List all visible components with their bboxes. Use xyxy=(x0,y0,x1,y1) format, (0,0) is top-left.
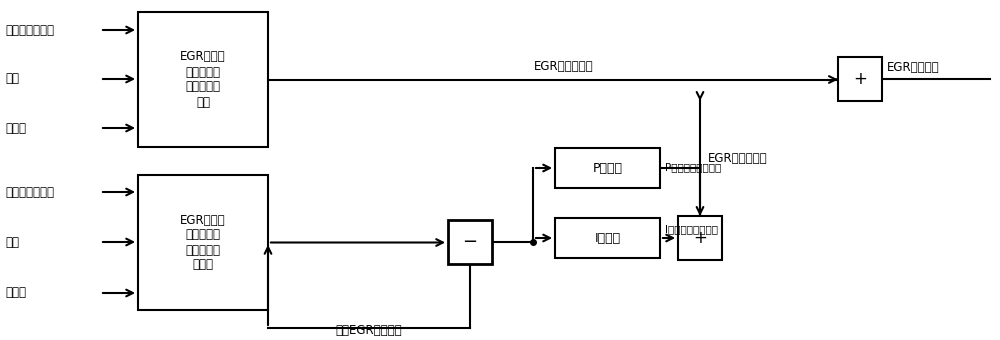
Text: 喷油量: 喷油量 xyxy=(5,287,26,300)
Bar xyxy=(448,220,492,264)
Bar xyxy=(555,218,660,258)
Text: I控制器: I控制器 xyxy=(594,232,621,244)
Bar xyxy=(678,216,722,260)
Text: EGR开度前
馈值的模式
选择和工况
判断: EGR开度前 馈值的模式 选择和工况 判断 xyxy=(180,51,226,108)
Text: +: + xyxy=(693,229,707,247)
Text: 喷油量: 喷油量 xyxy=(5,121,26,135)
Text: P控制器: P控制器 xyxy=(592,162,622,174)
Text: 发动机运行模式: 发动机运行模式 xyxy=(5,186,54,199)
Text: P控制器对应开度值: P控制器对应开度值 xyxy=(665,162,721,172)
Text: +: + xyxy=(853,70,867,88)
Text: 实际EGR质量流量: 实际EGR质量流量 xyxy=(336,324,402,337)
Bar xyxy=(555,148,660,188)
Bar xyxy=(838,57,882,101)
Text: EGR前馈开度值: EGR前馈开度值 xyxy=(534,61,594,73)
Text: EGR反馈开度值: EGR反馈开度值 xyxy=(708,152,768,165)
Text: I控制器对应开度值: I控制器对应开度值 xyxy=(665,224,718,234)
Text: 转速: 转速 xyxy=(5,236,19,249)
Text: EGR设定质
量流量的模
式选择和工
况判断: EGR设定质 量流量的模 式选择和工 况判断 xyxy=(180,214,226,272)
Bar xyxy=(138,12,268,147)
Text: 发动机运行模式: 发动机运行模式 xyxy=(5,23,54,36)
Text: 转速: 转速 xyxy=(5,72,19,85)
Bar xyxy=(138,175,268,310)
Text: −: − xyxy=(462,233,478,251)
Text: EGR设定开度: EGR设定开度 xyxy=(887,61,940,74)
